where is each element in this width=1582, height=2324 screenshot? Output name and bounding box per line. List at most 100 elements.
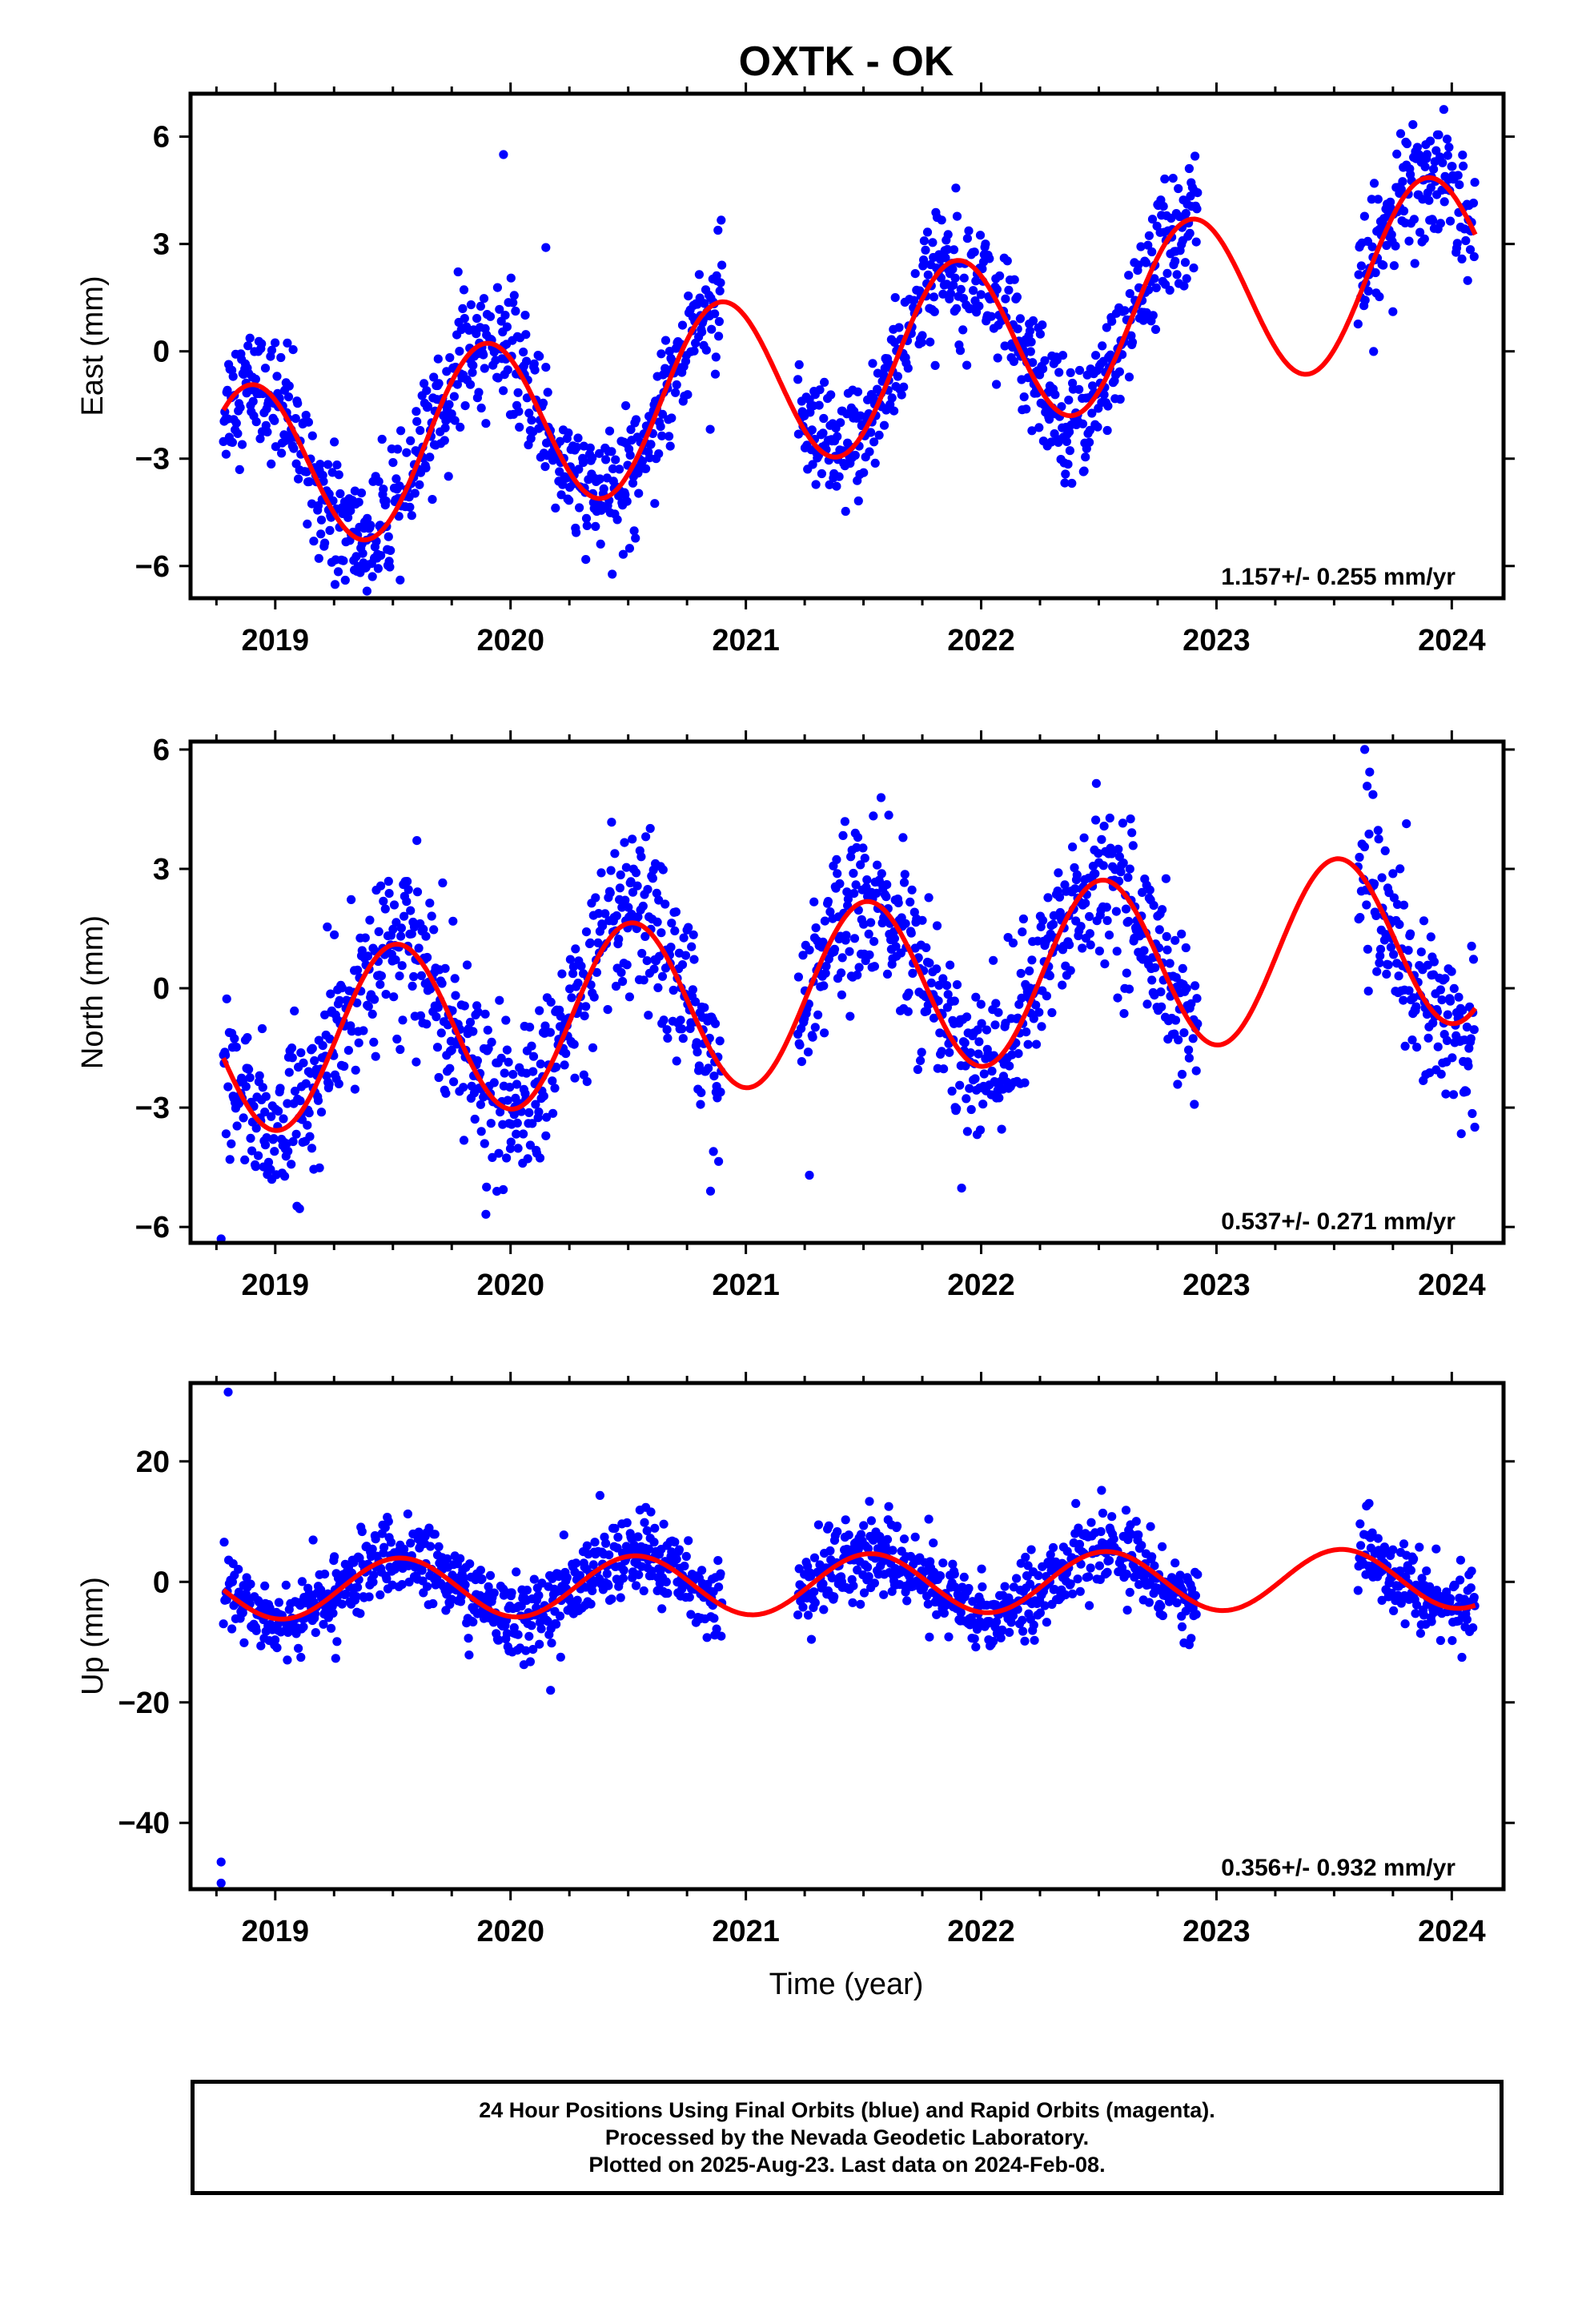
data-point	[451, 991, 460, 1000]
y-tick-label: 6	[153, 734, 170, 767]
data-point	[965, 1084, 974, 1093]
data-point	[1411, 1609, 1420, 1618]
data-point	[1086, 940, 1095, 950]
data-point	[803, 1047, 813, 1057]
data-point	[1048, 1542, 1058, 1553]
data-point	[307, 431, 317, 440]
data-point	[314, 553, 323, 563]
data-point	[976, 290, 986, 300]
data-point	[374, 476, 383, 486]
data-point	[495, 304, 504, 314]
data-point	[1111, 907, 1121, 916]
data-point	[1373, 1534, 1383, 1543]
data-point	[649, 964, 659, 974]
data-point	[444, 400, 454, 409]
data-point	[1375, 292, 1384, 302]
data-point	[426, 984, 436, 994]
data-point	[476, 301, 486, 311]
data-point	[590, 1538, 600, 1547]
data-point	[1158, 202, 1168, 211]
data-point	[628, 887, 638, 897]
data-point	[1438, 158, 1447, 167]
data-point	[350, 1084, 359, 1094]
x-tick-label: 2022	[947, 1915, 1015, 1948]
data-point	[221, 449, 231, 459]
data-point	[1395, 129, 1406, 139]
data-point	[422, 1019, 432, 1029]
data-point	[869, 1535, 878, 1545]
data-point	[527, 1041, 536, 1051]
data-point	[907, 885, 917, 895]
data-point	[810, 1598, 820, 1607]
data-point	[889, 934, 899, 943]
data-point	[813, 1520, 823, 1530]
data-point	[1389, 950, 1399, 959]
data-point	[1061, 469, 1070, 479]
data-point	[864, 929, 873, 939]
data-point	[1081, 899, 1090, 908]
east-plot-frame	[188, 91, 1506, 601]
data-point	[1046, 1550, 1055, 1559]
data-point	[595, 448, 604, 458]
data-point	[381, 497, 391, 506]
data-point	[1130, 1571, 1141, 1581]
data-point	[248, 396, 258, 406]
data-point	[685, 1592, 694, 1602]
data-point	[1004, 285, 1014, 295]
data-point	[237, 440, 247, 449]
data-point	[360, 933, 370, 943]
data-point	[678, 1034, 688, 1043]
data-point	[1467, 1566, 1476, 1576]
data-point	[284, 1068, 294, 1077]
data-point	[859, 1588, 869, 1598]
data-point	[363, 1002, 373, 1011]
data-point	[970, 1074, 980, 1084]
data-point	[323, 922, 332, 932]
data-point	[656, 422, 665, 432]
data-point	[691, 997, 701, 1007]
data-point	[1182, 983, 1191, 993]
data-point	[1177, 1622, 1187, 1631]
data-point	[1172, 270, 1182, 279]
data-point	[377, 434, 387, 444]
data-point	[612, 515, 622, 525]
data-point	[582, 1541, 592, 1550]
data-point	[304, 476, 314, 487]
data-point	[624, 903, 633, 912]
data-point	[410, 489, 420, 498]
data-point	[534, 1107, 544, 1117]
data-point	[793, 972, 804, 982]
data-point	[829, 1592, 839, 1602]
data-point	[975, 1125, 986, 1135]
data-point	[642, 956, 652, 966]
data-point	[957, 1184, 966, 1193]
data-point	[1045, 971, 1054, 981]
data-point	[412, 1057, 421, 1067]
data-point	[600, 909, 610, 919]
data-point	[926, 978, 936, 987]
data-point	[637, 948, 647, 959]
data-point	[1150, 963, 1160, 972]
data-point	[228, 372, 238, 381]
data-point	[272, 372, 282, 381]
data-point	[479, 294, 489, 304]
data-point	[948, 264, 958, 274]
data-point	[1380, 846, 1390, 855]
data-point	[948, 1559, 958, 1569]
data-point	[1031, 1000, 1041, 1010]
data-point	[814, 400, 824, 410]
data-point	[838, 830, 848, 840]
data-point	[261, 1092, 271, 1101]
data-point	[284, 381, 294, 391]
data-point	[845, 947, 854, 956]
data-point	[1445, 1594, 1456, 1603]
data-point	[1172, 1598, 1182, 1608]
data-point	[829, 944, 840, 954]
data-point	[416, 971, 427, 980]
data-point	[1086, 1518, 1096, 1527]
data-point	[657, 1604, 667, 1614]
data-point	[1419, 234, 1429, 243]
data-point	[524, 1631, 534, 1641]
data-point	[952, 1104, 962, 1114]
data-point	[1098, 1508, 1108, 1518]
